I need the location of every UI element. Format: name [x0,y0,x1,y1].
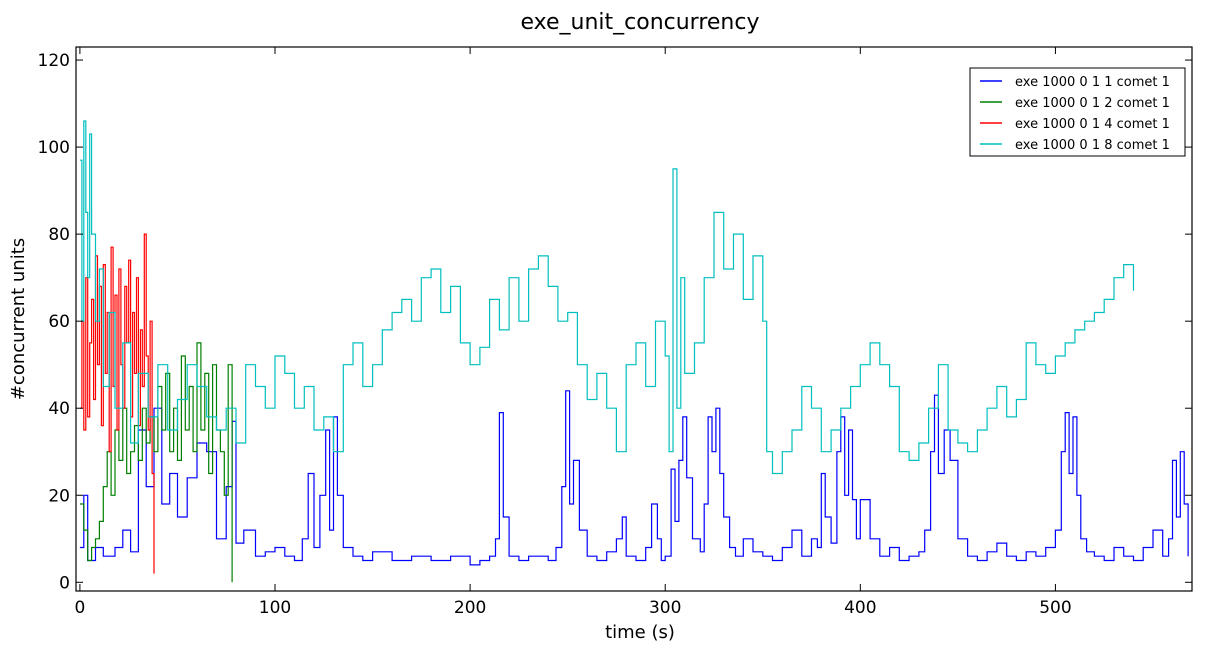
y-tick-label: 60 [48,312,70,332]
series-layer [79,120,1189,583]
legend-box [969,67,1186,157]
legend-entry-2: exe 1000 0 1 2 comet 1 [1015,96,1170,111]
y-tick-label: 20 [48,486,70,506]
legend-entry-3: exe 1000 0 1 4 comet 1 [1015,117,1170,132]
y-tick-label: 0 [59,573,70,593]
y-tick-label: 100 [38,138,70,158]
legend-entry-4: exe 1000 0 1 8 comet 1 [1015,138,1170,153]
y-tick-label: 80 [48,225,70,245]
series-line-3 [79,233,155,574]
y-tick-label: 40 [48,399,70,419]
x-tick-label: 300 [649,598,681,618]
x-tick-label: 100 [259,598,291,618]
x-axis-title: time (s) [605,622,675,643]
y-tick-label: 120 [38,51,70,71]
plot-frame [75,46,1193,592]
x-tick-label: 0 [74,598,85,618]
legend: exe 1000 0 1 1 comet 1 exe 1000 0 1 2 com… [969,67,1186,157]
series-line-1 [79,390,1189,566]
x-tick-label: 200 [454,598,486,618]
x-tick-label: 500 [1039,598,1071,618]
chart-title: exe_unit_concurrency [520,10,759,35]
x-tick-label: 400 [844,598,876,618]
legend-entry-1: exe 1000 0 1 1 comet 1 [1015,75,1170,90]
series-line-4 [79,120,1135,475]
series-line-2 [79,342,233,583]
y-axis-title: #concurrent units [8,238,29,400]
ticks-layer: 0 100 200 300 400 500 0 20 40 60 80 100 120 [38,47,1192,618]
